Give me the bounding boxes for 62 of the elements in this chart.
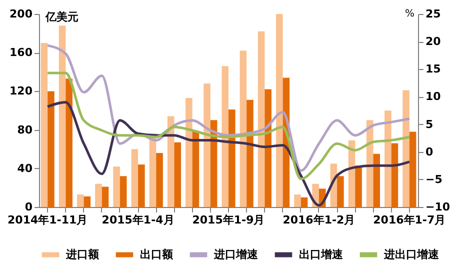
bar	[40, 42, 48, 207]
y2-tick-label: −10	[426, 200, 450, 214]
bar	[264, 89, 272, 207]
x-tick-label: 2016年1-2月	[282, 214, 356, 226]
bar	[294, 194, 301, 207]
legend-label: 进口额	[65, 248, 100, 261]
bar	[355, 166, 362, 207]
x-tick-label: 2015年1-9月	[192, 214, 265, 226]
bar	[102, 186, 109, 207]
y-tick-label: 0	[24, 200, 33, 214]
bar	[402, 90, 410, 207]
bar	[409, 132, 416, 207]
legend-label: 进口增速	[213, 248, 259, 261]
line-series	[46, 72, 411, 180]
bar	[192, 130, 200, 207]
bar	[240, 50, 247, 207]
legend-label: 出口额	[140, 248, 174, 261]
bar	[186, 98, 192, 207]
bar	[391, 143, 398, 207]
bar	[384, 110, 392, 207]
bar	[84, 196, 91, 207]
bar	[113, 166, 120, 207]
bar	[76, 194, 84, 207]
bar	[138, 164, 145, 207]
y-tick-label: 160	[10, 46, 33, 60]
bar	[228, 110, 236, 207]
legend-label: 出口增速	[299, 248, 344, 261]
x-tick-label: 2014年1-11月	[8, 214, 88, 226]
bar	[156, 152, 163, 207]
x-tick-label: 2015年1-4月	[102, 214, 174, 226]
y2-tick-label: 10	[426, 90, 442, 104]
y-tick-label: 120	[10, 84, 33, 98]
bar	[300, 197, 308, 207]
bar	[276, 14, 283, 207]
bar	[246, 100, 254, 207]
bar	[58, 26, 66, 207]
y2-tick-label: 0	[426, 145, 434, 158]
bar	[337, 176, 344, 207]
y-tick-label: 40	[17, 162, 33, 175]
bar	[222, 66, 228, 207]
bar	[373, 154, 380, 207]
line-series	[46, 44, 411, 172]
y2-tick-label: 15	[426, 62, 441, 76]
bar	[204, 83, 210, 207]
line-series	[46, 100, 411, 207]
y2-tick-label: −5	[426, 172, 442, 186]
y-axis-title: 亿美元	[44, 10, 78, 24]
y2-axis-title: %	[404, 8, 414, 20]
y2-tick-label: 25	[426, 8, 441, 20]
bar	[174, 142, 182, 207]
x-tick-label: 2016年1-7月	[373, 214, 446, 226]
bar	[131, 149, 138, 207]
bar	[48, 91, 54, 207]
y-tick-label: 200	[10, 8, 33, 20]
legend-label: 进出口增速	[383, 248, 440, 261]
y2-tick-label: 5	[426, 118, 434, 131]
y2-tick-label: 20	[426, 35, 442, 48]
bar	[95, 184, 102, 207]
bar	[258, 31, 265, 207]
bar	[66, 78, 72, 207]
bar	[120, 176, 127, 207]
y-tick-label: 80	[17, 123, 33, 136]
